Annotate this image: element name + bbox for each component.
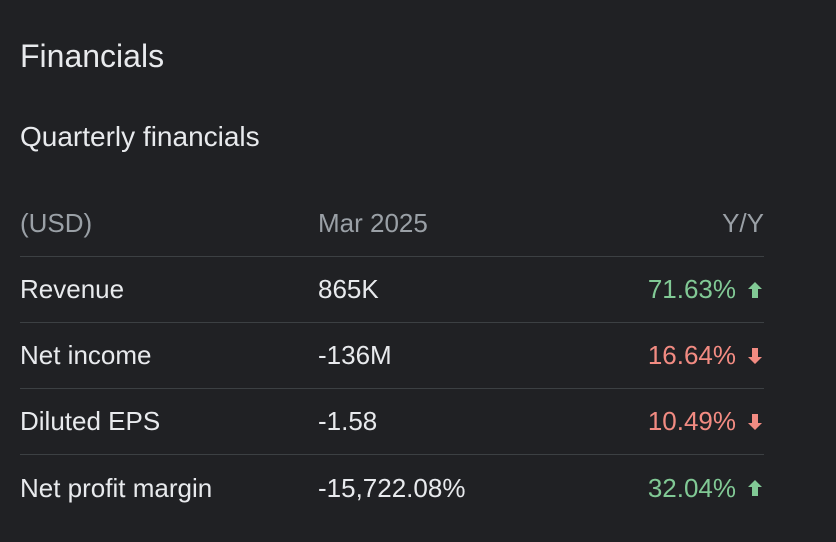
row-label: Diluted EPS xyxy=(20,406,161,436)
arrow-up-icon xyxy=(746,280,764,300)
row-label: Revenue xyxy=(20,274,125,304)
row-change: 32.04% xyxy=(564,455,764,521)
change-value: 32.04% xyxy=(647,472,736,503)
row-label: Net income xyxy=(20,340,152,370)
row-value: -1.58 xyxy=(318,406,378,436)
financials-table: (USD) Mar 2025 Y/Y Revenue 865K 71.63% N… xyxy=(20,190,764,521)
table-header-row: (USD) Mar 2025 Y/Y xyxy=(20,190,764,257)
row-value: -15,722.08% xyxy=(318,472,466,503)
arrow-up-icon xyxy=(746,478,764,498)
table-row-net-profit-margin: Net profit margin -15,722.08% 32.04% xyxy=(20,455,764,521)
header-yoy: Y/Y xyxy=(722,207,764,238)
change-value: 16.64% xyxy=(647,340,736,370)
row-value: 865K xyxy=(318,274,379,304)
row-change: 10.49% xyxy=(564,389,764,454)
section-title: Quarterly financials xyxy=(20,121,260,152)
row-change: 71.63% xyxy=(564,257,764,322)
page-title: Financials xyxy=(20,38,165,74)
arrow-down-icon xyxy=(746,412,764,432)
row-change: 16.64% xyxy=(564,323,764,388)
row-value: -136M xyxy=(318,340,392,370)
header-period: Mar 2025 xyxy=(318,207,428,238)
table-row-diluted-eps: Diluted EPS -1.58 10.49% xyxy=(20,389,764,455)
change-value: 71.63% xyxy=(647,274,736,304)
row-label: Net profit margin xyxy=(20,472,213,503)
header-currency: (USD) xyxy=(20,207,93,238)
change-value: 10.49% xyxy=(647,406,736,436)
arrow-down-icon xyxy=(746,346,764,366)
table-row-net-income: Net income -136M 16.64% xyxy=(20,323,764,389)
table-row-revenue: Revenue 865K 71.63% xyxy=(20,257,764,323)
